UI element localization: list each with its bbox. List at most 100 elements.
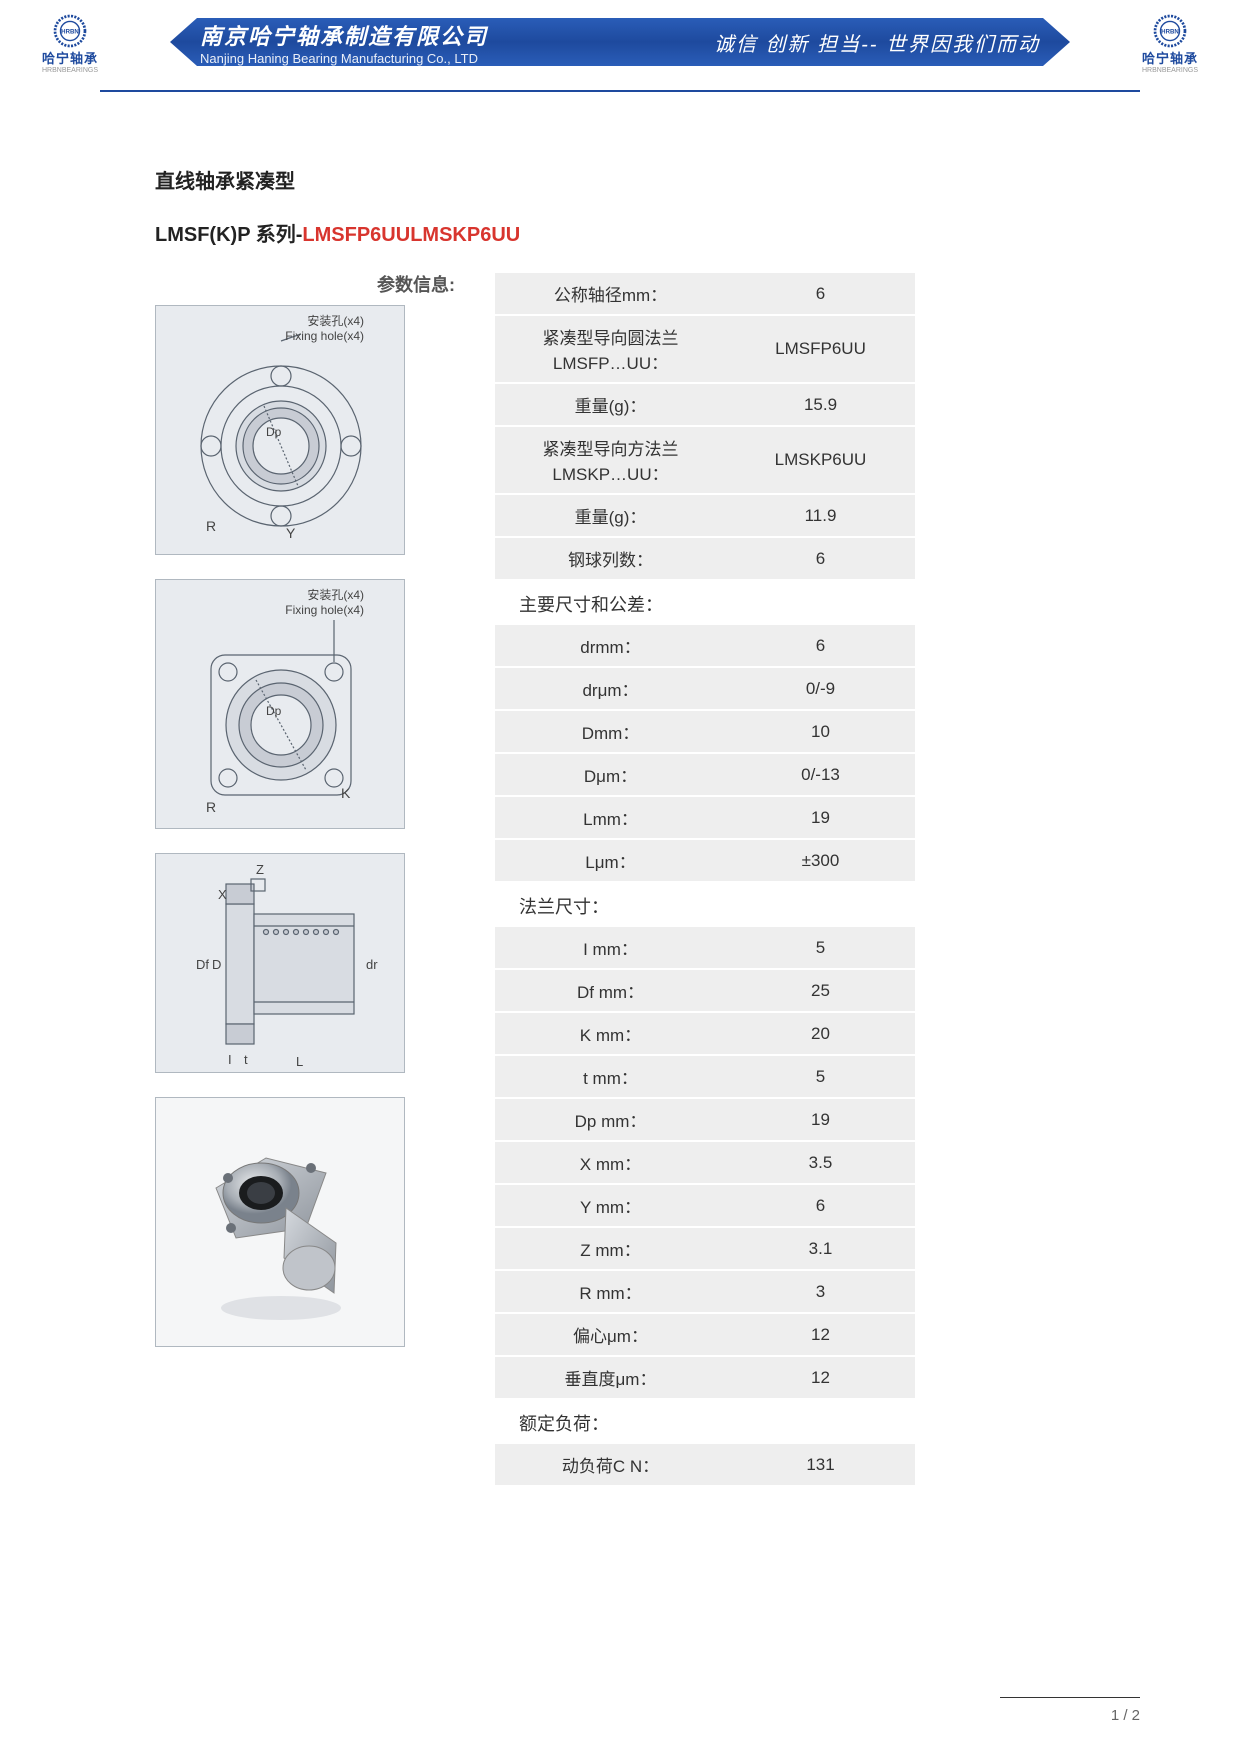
gear-icon: HRBN bbox=[47, 14, 93, 48]
logo-left: HRBN 哈宁轴承 HRBNBEARINGS bbox=[30, 14, 110, 74]
spec-label: Dμm： bbox=[495, 754, 726, 795]
company-name-cn: 南京哈宁轴承制造有限公司 bbox=[200, 19, 488, 51]
diagram-side-section: Df D dr I t L Z X bbox=[155, 853, 405, 1073]
svg-text:R: R bbox=[206, 518, 216, 534]
spec-value: 3 bbox=[726, 1271, 915, 1312]
spec-section-label: 法兰尺寸： bbox=[495, 883, 915, 925]
svg-text:Z: Z bbox=[256, 862, 264, 877]
svg-text:L: L bbox=[296, 1054, 303, 1069]
fixing-hole-label-cn: 安装孔(x4) bbox=[307, 588, 364, 602]
spec-value: 6 bbox=[726, 273, 915, 314]
fixing-hole-label-cn: 安装孔(x4) bbox=[307, 314, 364, 328]
spec-label: Z mm： bbox=[495, 1228, 726, 1269]
spec-value: 15.9 bbox=[726, 384, 915, 425]
spec-label: 垂直度μm： bbox=[495, 1357, 726, 1398]
spec-value: 6 bbox=[726, 1185, 915, 1226]
slogan: 诚信 创新 担当-- 世界因我们而动 bbox=[714, 28, 1040, 57]
spec-row: Df mm：25 bbox=[495, 970, 915, 1011]
svg-text:Dp: Dp bbox=[266, 704, 282, 718]
square-flange-svg: R K Dp bbox=[156, 580, 405, 829]
logo-sub-text: HRBNBEARINGS bbox=[42, 67, 98, 74]
side-section-svg: Df D dr I t L Z X bbox=[156, 854, 405, 1073]
spec-row: 公称轴径mm：6 bbox=[495, 273, 915, 314]
spec-row: 动负荷C N：131 bbox=[495, 1444, 915, 1485]
spec-label: drμm： bbox=[495, 668, 726, 709]
spec-label: I mm： bbox=[495, 927, 726, 968]
diagram-square-flange: 安装孔(x4) Fixing hole(x4) bbox=[155, 579, 405, 829]
diagram-product-render bbox=[155, 1097, 405, 1347]
spec-row: 重量(g)：11.9 bbox=[495, 495, 915, 536]
spec-label: 重量(g)： bbox=[495, 384, 726, 425]
logo-right: HRBN 哈宁轴承 HRBNBEARINGS bbox=[1130, 14, 1210, 74]
svg-text:Df: Df bbox=[196, 957, 209, 972]
page-footer-line bbox=[1000, 1697, 1140, 1698]
param-info-label: 参数信息: bbox=[155, 271, 455, 297]
spec-value: LMSFP6UU bbox=[726, 316, 915, 382]
spec-row: 偏心μm：12 bbox=[495, 1314, 915, 1355]
spec-value: 12 bbox=[726, 1357, 915, 1398]
svg-text:I: I bbox=[228, 1052, 232, 1067]
spec-row: 钢球列数：6 bbox=[495, 538, 915, 579]
product-category-title: 直线轴承紧凑型 bbox=[155, 165, 1085, 194]
spec-value: 25 bbox=[726, 970, 915, 1011]
logo-brand-text: 哈宁轴承 bbox=[42, 48, 98, 67]
spec-row: drmm：6 bbox=[495, 625, 915, 666]
spec-value: 5 bbox=[726, 1056, 915, 1097]
spec-value: 3.1 bbox=[726, 1228, 915, 1269]
gear-icon: HRBN bbox=[1147, 14, 1193, 48]
spec-row: Dp mm：19 bbox=[495, 1099, 915, 1140]
spec-label: Df mm： bbox=[495, 970, 726, 1011]
spec-value: 11.9 bbox=[726, 495, 915, 536]
round-flange-svg: R Y Dp bbox=[156, 306, 405, 555]
spec-label: drmm： bbox=[495, 625, 726, 666]
spec-value: ±300 bbox=[726, 840, 915, 881]
series-model: LMSFP6UULMSKP6UU bbox=[302, 224, 520, 246]
spec-row: Dμm：0/-13 bbox=[495, 754, 915, 795]
spec-label: t mm： bbox=[495, 1056, 726, 1097]
logo-sub-text: HRBNBEARINGS bbox=[1142, 67, 1198, 74]
spec-label: Dp mm： bbox=[495, 1099, 726, 1140]
spec-row: Z mm：3.1 bbox=[495, 1228, 915, 1269]
series-prefix: LMSF(K)P 系列- bbox=[155, 224, 302, 246]
svg-text:Y: Y bbox=[286, 525, 296, 541]
svg-text:dr: dr bbox=[366, 957, 378, 972]
product-series-title: LMSF(K)P 系列-LMSFP6UULMSKP6UU bbox=[155, 218, 1085, 247]
spec-value: 19 bbox=[726, 797, 915, 838]
spec-value: 6 bbox=[726, 625, 915, 666]
spec-section-header: 额定负荷： bbox=[495, 1400, 915, 1442]
spec-label: 紧凑型导向圆法兰LMSFP…UU： bbox=[495, 316, 726, 382]
spec-label: Lμm： bbox=[495, 840, 726, 881]
spec-row: drμm：0/-9 bbox=[495, 668, 915, 709]
header-banner: 南京哈宁轴承制造有限公司 Nanjing Haning Bearing Manu… bbox=[170, 18, 1070, 66]
spec-section-header: 法兰尺寸： bbox=[495, 883, 915, 925]
fixing-hole-label-en: Fixing hole(x4) bbox=[285, 603, 364, 617]
svg-text:K: K bbox=[341, 785, 351, 801]
diagram-round-flange: 安装孔(x4) Fixing hole(x4) bbox=[155, 305, 405, 555]
spec-row: K mm：20 bbox=[495, 1013, 915, 1054]
spec-label: 偏心μm： bbox=[495, 1314, 726, 1355]
svg-text:HRBN: HRBN bbox=[1161, 29, 1179, 36]
spec-section-header: 主要尺寸和公差： bbox=[495, 581, 915, 623]
spec-row: t mm：5 bbox=[495, 1056, 915, 1097]
spec-label: 动负荷C N： bbox=[495, 1444, 726, 1485]
spec-label: K mm： bbox=[495, 1013, 726, 1054]
spec-value: 3.5 bbox=[726, 1142, 915, 1183]
spec-label: Y mm： bbox=[495, 1185, 726, 1226]
spec-value: 20 bbox=[726, 1013, 915, 1054]
svg-text:R: R bbox=[206, 799, 216, 815]
spec-value: 6 bbox=[726, 538, 915, 579]
spec-label: Lmm： bbox=[495, 797, 726, 838]
spec-label: R mm： bbox=[495, 1271, 726, 1312]
spec-value: 12 bbox=[726, 1314, 915, 1355]
svg-text:t: t bbox=[244, 1052, 248, 1067]
spec-row: Y mm：6 bbox=[495, 1185, 915, 1226]
spec-value: LMSKP6UU bbox=[726, 427, 915, 493]
spec-row: X mm：3.5 bbox=[495, 1142, 915, 1183]
svg-text:X: X bbox=[218, 887, 227, 902]
spec-row: 紧凑型导向方法兰LMSKP…UU：LMSKP6UU bbox=[495, 427, 915, 493]
svg-text:HRBN: HRBN bbox=[61, 29, 79, 36]
spec-row: Lmm：19 bbox=[495, 797, 915, 838]
spec-label: 钢球列数： bbox=[495, 538, 726, 579]
spec-row: Lμm：±300 bbox=[495, 840, 915, 881]
spec-label: X mm： bbox=[495, 1142, 726, 1183]
